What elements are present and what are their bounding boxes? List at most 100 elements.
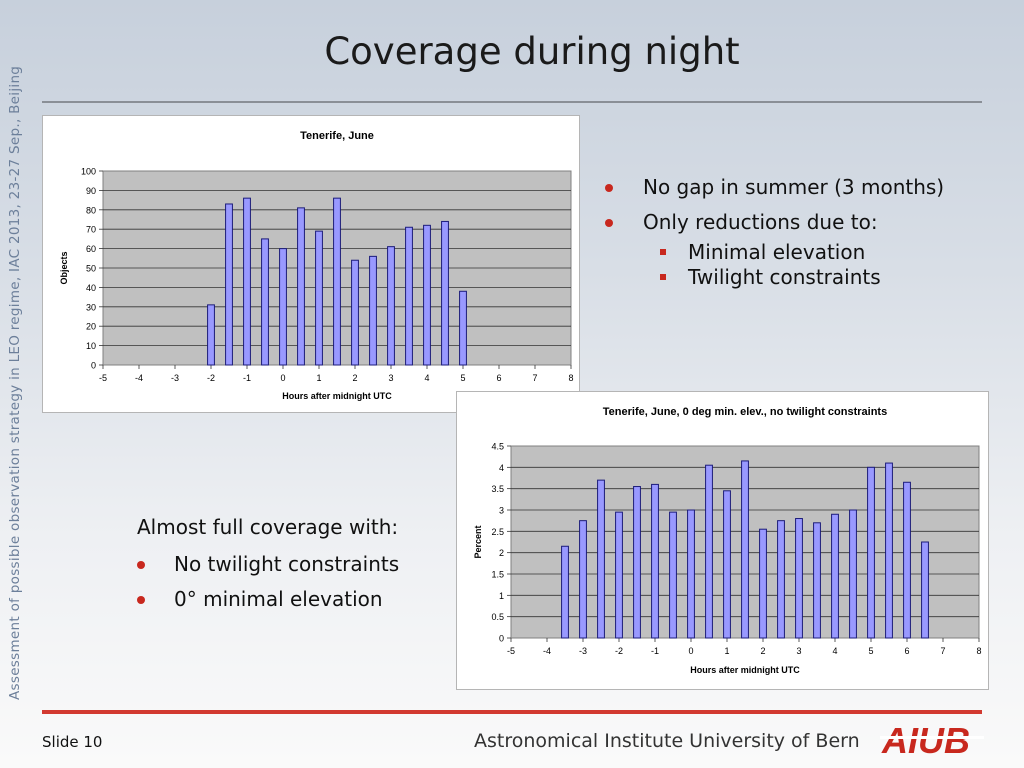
bullets-top: No gap in summer (3 months) Only reducti… <box>605 175 944 290</box>
institute-name: Astronomical Institute University of Ber… <box>474 730 860 752</box>
bullet-text: No twilight constraints <box>174 552 400 576</box>
bar <box>369 255 377 366</box>
bar <box>903 481 911 639</box>
sub-bullet-text: Twilight constraints <box>688 265 881 289</box>
slide-title: Coverage during night <box>324 30 740 73</box>
y-tick-label: 20 <box>86 322 96 332</box>
y-tick-label: 40 <box>86 283 96 293</box>
x-tick-label: 2 <box>352 373 357 383</box>
y-tick-label: 0.5 <box>491 612 504 622</box>
bar <box>279 248 287 366</box>
y-tick-label: 60 <box>86 244 96 254</box>
chart-percent: Tenerife, June, 0 deg min. elev., no twi… <box>456 391 989 690</box>
y-tick-label: 10 <box>86 341 96 351</box>
x-tick-label: 6 <box>496 373 501 383</box>
x-tick-label: 2 <box>760 646 765 656</box>
x-tick-label: 5 <box>868 646 873 656</box>
sub-bullet-text: Minimal elevation <box>688 240 866 264</box>
x-tick-label: -4 <box>135 373 143 383</box>
y-axis-label: Objects <box>59 251 69 284</box>
chart-percent-svg: Tenerife, June, 0 deg min. elev., no twi… <box>473 406 982 675</box>
side-note: Assessment of possible observation strat… <box>7 65 23 700</box>
y-tick-label: 2 <box>499 548 504 558</box>
bullet-text: Only reductions due to: <box>643 210 878 234</box>
x-tick-label: -4 <box>543 646 551 656</box>
x-tick-label: 0 <box>688 646 693 656</box>
y-tick-label: 2.5 <box>491 527 504 537</box>
x-tick-label: 4 <box>424 373 429 383</box>
bullets-heading: Almost full coverage with: <box>137 515 399 552</box>
bar <box>651 483 659 639</box>
bar <box>207 304 215 366</box>
bar <box>921 541 929 639</box>
x-axis-label: Hours after midnight UTC <box>690 665 800 675</box>
x-tick-label: -2 <box>207 373 215 383</box>
y-tick-label: 1 <box>499 591 504 601</box>
x-axis-label: Hours after midnight UTC <box>282 391 392 401</box>
y-tick-label: 100 <box>81 167 96 177</box>
x-tick-label: 3 <box>796 646 801 656</box>
x-tick-label: 6 <box>904 646 909 656</box>
bullet-dot <box>137 596 145 604</box>
y-tick-label: 30 <box>86 302 96 312</box>
x-tick-label: -1 <box>651 646 659 656</box>
x-tick-label: -5 <box>507 646 515 656</box>
y-tick-label: 3 <box>499 506 504 516</box>
sub-bullet-square <box>660 249 666 255</box>
slide-number: Slide 10 <box>42 733 103 751</box>
bar <box>687 509 695 639</box>
x-tick-label: 1 <box>316 373 321 383</box>
aiub-logo-text: AIUB <box>881 721 970 759</box>
y-tick-label: 4 <box>499 463 504 473</box>
sub-bullet-row: Twilight constraints <box>605 265 944 290</box>
bar <box>723 490 731 639</box>
bullets-heading-text: Almost full coverage with: <box>137 515 399 539</box>
y-tick-label: 0 <box>91 361 96 371</box>
x-tick-label: 7 <box>940 646 945 656</box>
x-tick-label: 7 <box>532 373 537 383</box>
bar <box>405 226 413 366</box>
sub-bullet-row: Minimal elevation <box>605 240 944 265</box>
bullet-dot <box>137 561 145 569</box>
bullet-row: No twilight constraints <box>137 552 399 587</box>
bar <box>315 230 323 366</box>
bar <box>387 246 395 366</box>
y-tick-label: 1.5 <box>491 570 504 580</box>
bar <box>705 464 713 639</box>
x-tick-label: 4 <box>832 646 837 656</box>
y-tick-label: 80 <box>86 205 96 215</box>
x-tick-label: -3 <box>579 646 587 656</box>
chart-title: Tenerife, June, 0 deg min. elev., no twi… <box>603 406 887 418</box>
chart-title: Tenerife, June <box>300 130 374 142</box>
bar <box>351 259 359 366</box>
x-tick-label: -1 <box>243 373 251 383</box>
aiub-logo: AIUB <box>880 721 984 759</box>
chart-objects: Tenerife, June 0 10 20 30 40 50 60 70 80 90 100 -5 -4… <box>42 115 580 413</box>
bar <box>243 197 251 366</box>
bar <box>441 220 449 366</box>
x-tick-label: 8 <box>976 646 981 656</box>
footer-divider <box>42 710 982 714</box>
bar <box>615 511 623 639</box>
x-tick-label: -2 <box>615 646 623 656</box>
y-tick-label: 70 <box>86 225 96 235</box>
bar <box>849 509 857 639</box>
bullet-text: No gap in summer (3 months) <box>643 175 945 199</box>
bullet-row: No gap in summer (3 months) <box>605 175 944 210</box>
x-tick-label: 8 <box>568 373 573 383</box>
title-divider <box>42 101 982 103</box>
x-tick-label: 1 <box>724 646 729 656</box>
y-tick-label: 90 <box>86 186 96 196</box>
bar <box>813 522 821 639</box>
aiub-logo-stripe <box>880 736 984 739</box>
bar <box>423 224 431 366</box>
bullet-row: 0° minimal elevation <box>137 587 399 622</box>
bar <box>297 207 305 366</box>
x-tick-label: 5 <box>460 373 465 383</box>
bar <box>669 511 677 639</box>
bar <box>885 462 893 639</box>
x-tick-label: 0 <box>280 373 285 383</box>
y-axis-label: Percent <box>473 525 483 558</box>
bar <box>561 545 569 639</box>
